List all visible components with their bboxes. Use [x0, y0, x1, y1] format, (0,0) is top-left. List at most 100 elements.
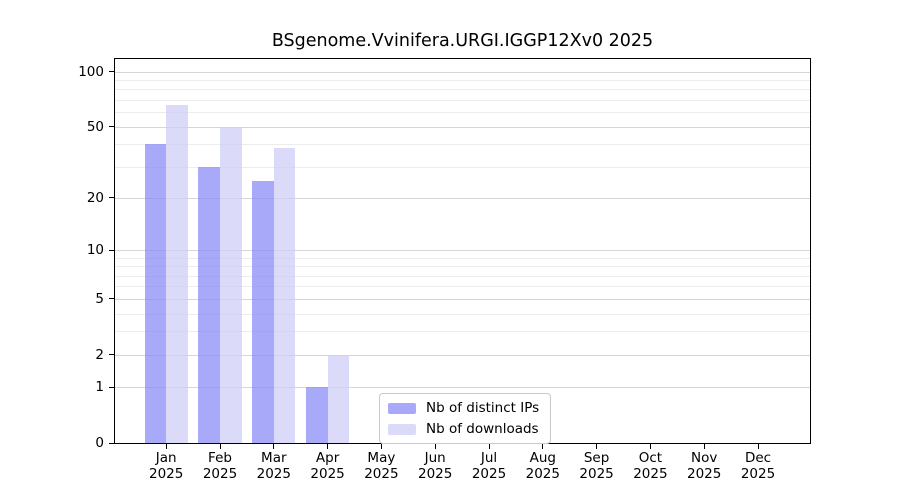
y-axis-tick — [109, 126, 114, 127]
x-tick-label: Mar 2025 — [244, 450, 304, 482]
x-tick-year: 2025 — [310, 465, 345, 482]
x-tick-month: Feb — [208, 450, 232, 466]
y-tick-label: 50 — [86, 118, 104, 135]
x-tick-year: 2025 — [633, 465, 668, 482]
bar-downloads — [166, 104, 188, 443]
x-tick-year: 2025 — [256, 465, 291, 482]
x-axis-tick — [273, 444, 275, 449]
gridline-minor — [115, 166, 810, 168]
gridline-major — [115, 387, 810, 389]
x-tick-month: Mar — [261, 450, 287, 466]
bar-distinct-ips — [305, 387, 328, 443]
bar-distinct-ips — [198, 166, 220, 443]
gridline-minor — [115, 99, 810, 101]
gridline-minor — [115, 266, 810, 268]
x-axis-tick — [596, 444, 598, 449]
plot-area: Nb of distinct IPs Nb of downloads — [114, 58, 811, 444]
bar-downloads — [327, 354, 350, 443]
x-axis-tick — [649, 444, 651, 449]
gridline-major — [115, 197, 810, 199]
x-tick-month: Dec — [744, 450, 772, 466]
y-axis-tick — [109, 386, 114, 388]
bar-downloads — [220, 126, 242, 443]
x-tick-month: Aug — [529, 450, 556, 466]
y-tick-label: 5 — [95, 290, 104, 307]
x-axis-tick — [703, 444, 705, 449]
gridline-minor — [115, 286, 810, 288]
x-tick-year: 2025 — [202, 465, 238, 482]
x-axis-tick — [757, 444, 759, 449]
x-axis-tick — [542, 444, 544, 449]
y-tick-label: 1 — [95, 379, 104, 396]
x-tick-year: 2025 — [740, 465, 776, 482]
x-tick-year: 2025 — [418, 465, 453, 482]
y-tick-label: 20 — [86, 189, 104, 206]
x-tick-month: Nov — [691, 450, 718, 466]
gridline-minor — [115, 144, 810, 146]
x-axis-tick — [327, 444, 329, 449]
gridline-minor — [115, 275, 810, 277]
bar-distinct-ips — [252, 180, 274, 443]
x-tick-year: 2025 — [149, 465, 184, 482]
x-tick-label: Nov 2025 — [674, 450, 734, 482]
legend-swatch-distinct-ips — [388, 402, 416, 414]
x-tick-year: 2025 — [471, 465, 507, 482]
chart-title: BSgenome.Vvinifera.URGI.IGGP12Xv0 2025 — [271, 31, 654, 51]
gridline-minor — [115, 112, 810, 114]
legend-item-distinct-ips: Nb of distinct IPs — [388, 400, 539, 416]
x-axis-tick — [219, 444, 221, 449]
x-tick-label: May 2025 — [351, 450, 411, 482]
x-tick-label: Feb 2025 — [190, 450, 250, 482]
x-tick-year: 2025 — [687, 465, 722, 482]
y-tick-label: 2 — [95, 346, 104, 363]
x-tick-label: Dec 2025 — [728, 450, 788, 482]
gridline-minor — [115, 331, 810, 333]
x-tick-label: Sep 2025 — [567, 450, 627, 482]
x-tick-month: Jul — [480, 450, 498, 466]
legend-label-downloads: Nb of downloads — [426, 421, 539, 437]
x-tick-label: Oct 2025 — [620, 450, 680, 482]
y-axis-tick — [109, 298, 114, 300]
x-tick-month: Jun — [424, 450, 446, 466]
legend: Nb of distinct IPs Nb of downloads — [379, 393, 552, 444]
gridline-minor — [115, 89, 810, 91]
gridline-major — [115, 71, 810, 73]
y-tick-label: 0 — [95, 435, 104, 451]
x-axis-tick — [434, 444, 436, 449]
x-tick-label: Jan 2025 — [136, 450, 196, 482]
y-axis-tick — [109, 249, 114, 251]
x-axis-tick — [488, 444, 490, 449]
gridline-major — [115, 354, 810, 356]
x-tick-year: 2025 — [525, 465, 560, 482]
x-tick-label: Aug 2025 — [513, 450, 573, 482]
x-tick-year: 2025 — [364, 465, 399, 482]
gridline-minor — [115, 313, 810, 315]
gridline-minor — [115, 79, 810, 81]
x-tick-label: Jul 2025 — [459, 450, 519, 482]
y-axis-tick — [109, 354, 114, 356]
legend-label-distinct-ips: Nb of distinct IPs — [426, 400, 540, 416]
y-axis-tick — [109, 71, 114, 72]
gridline-major — [115, 250, 810, 251]
x-tick-month: Oct — [638, 450, 663, 466]
bar-distinct-ips — [144, 144, 167, 443]
x-tick-month: Apr — [315, 450, 340, 466]
y-tick-label: 100 — [78, 63, 104, 80]
x-axis-tick — [165, 444, 167, 449]
legend-item-downloads: Nb of downloads — [388, 421, 539, 437]
bar-downloads — [273, 148, 296, 443]
y-axis-tick — [109, 442, 114, 444]
x-tick-month: May — [367, 450, 396, 466]
legend-swatch-downloads — [388, 423, 416, 435]
gridline-major — [115, 298, 810, 300]
x-tick-label: Apr 2025 — [298, 450, 358, 482]
gridline-major — [115, 126, 810, 128]
x-tick-label: Jun 2025 — [405, 450, 465, 482]
x-tick-year: 2025 — [579, 465, 614, 482]
x-tick-month: Sep — [583, 450, 610, 466]
x-tick-month: Jan — [155, 450, 177, 466]
y-tick-label: 10 — [86, 242, 104, 258]
gridline-minor — [115, 257, 810, 259]
y-axis-tick — [109, 197, 114, 199]
